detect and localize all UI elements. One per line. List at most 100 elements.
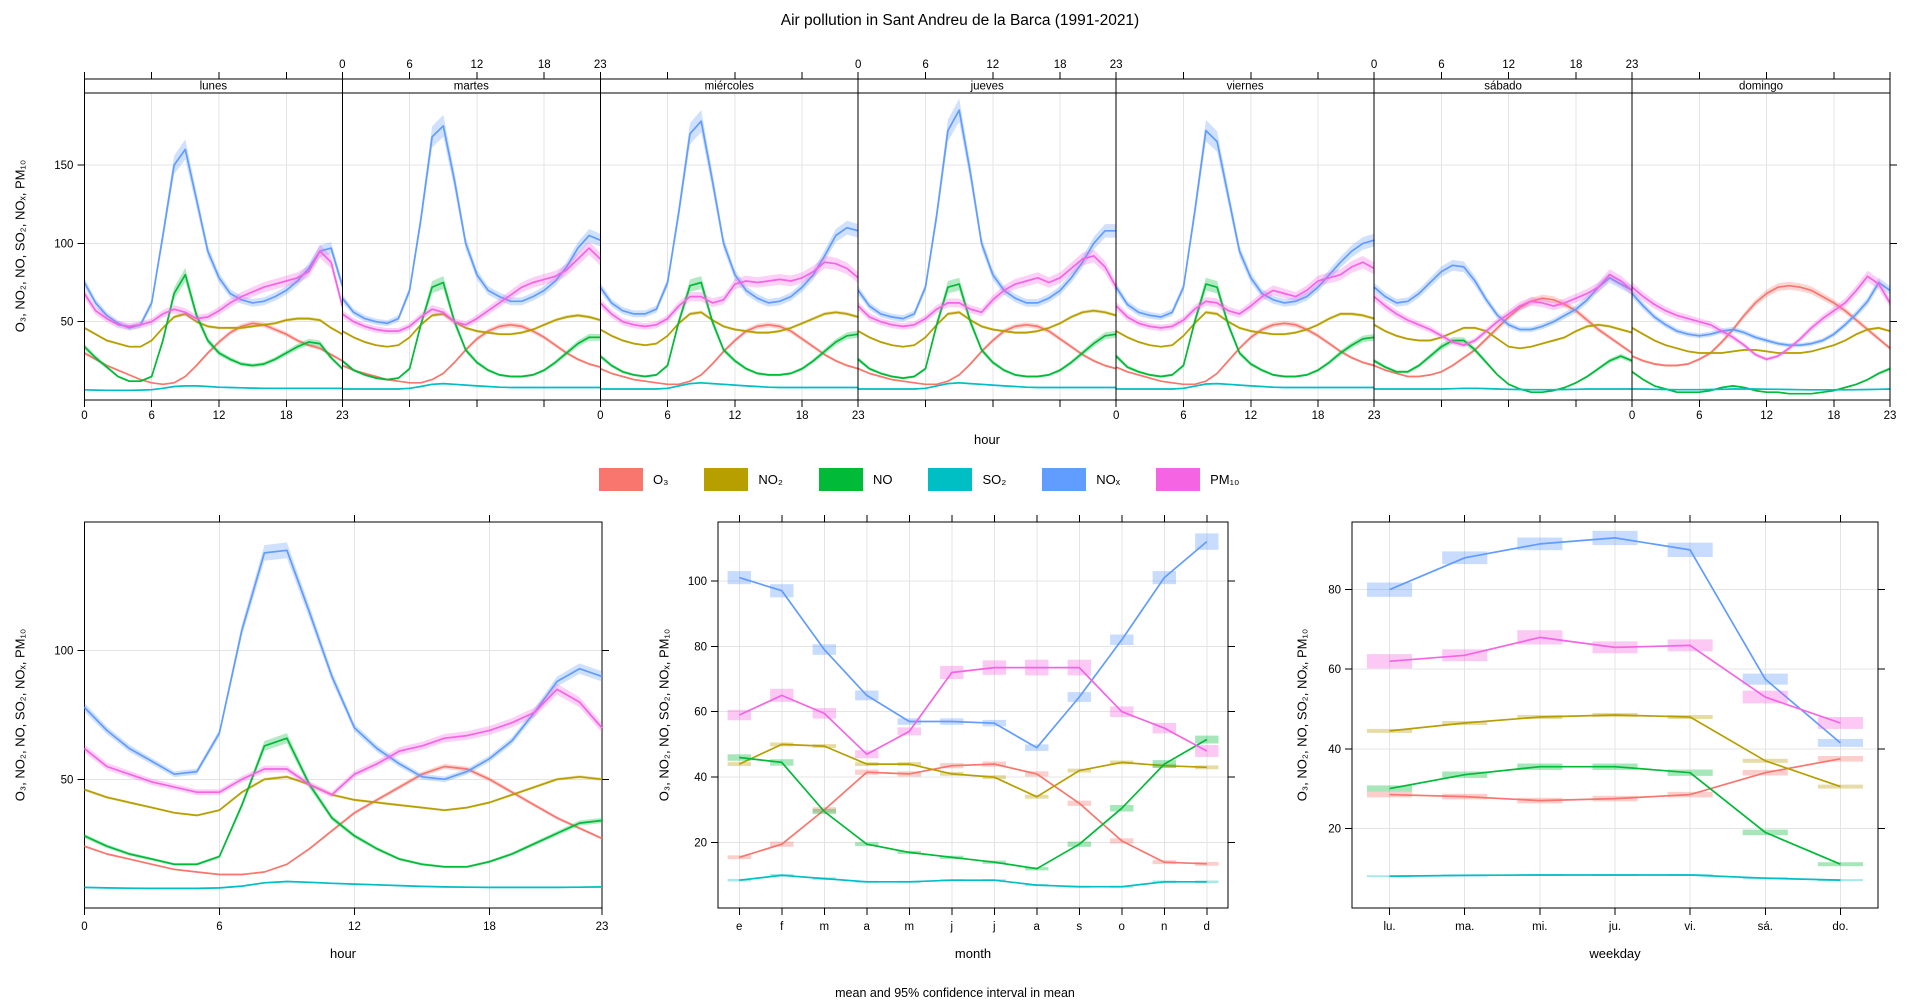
PM10-ci-band bbox=[1374, 269, 1633, 348]
NO-line bbox=[739, 738, 1208, 870]
no-swatch-icon bbox=[818, 468, 863, 491]
bottom-axis-label: 23 bbox=[336, 410, 349, 422]
bottom-axis-label: 23 bbox=[1368, 410, 1381, 422]
bottom-axis-label: 12 bbox=[1244, 410, 1257, 422]
NO-line bbox=[1115, 283, 1375, 378]
top-axis-label: 23 bbox=[594, 59, 607, 71]
PM10-line bbox=[83, 688, 603, 796]
y-tick-label: 20 bbox=[694, 838, 707, 850]
PM10-line bbox=[738, 666, 1208, 756]
y-tick-label: 60 bbox=[1328, 664, 1341, 676]
NO-line bbox=[84, 737, 603, 868]
NOx-line bbox=[1389, 537, 1841, 744]
PM10-line bbox=[599, 261, 859, 328]
legend-item-nox: NOₓ bbox=[1042, 468, 1120, 491]
PM10-ci-block bbox=[727, 709, 751, 721]
y-tick-label: 150 bbox=[54, 160, 73, 172]
bottom-axis-label: 18 bbox=[1828, 410, 1841, 422]
PM10-line bbox=[1389, 636, 1841, 724]
weekday-x-axis-title: weekday bbox=[1589, 946, 1641, 961]
NO-ci-band bbox=[84, 733, 602, 869]
bottom-axis-label: 23 bbox=[1884, 410, 1897, 422]
no2-swatch-icon bbox=[704, 468, 749, 491]
O3-line bbox=[739, 763, 1207, 865]
bottom-axis-label: 0 bbox=[597, 410, 603, 422]
NO-line bbox=[1389, 765, 1841, 865]
top-axis-label: 12 bbox=[986, 59, 999, 71]
top-axis-label: 23 bbox=[1626, 59, 1639, 71]
y-tick-label: 50 bbox=[61, 317, 74, 329]
top-x-axis-title: hour bbox=[973, 432, 1001, 447]
SO2-line bbox=[342, 382, 601, 390]
NO2-ci-band bbox=[84, 312, 343, 348]
x-tick-label: m bbox=[904, 921, 914, 933]
x-tick-label: vi. bbox=[1684, 921, 1696, 933]
NO-line bbox=[599, 281, 859, 378]
top-axis-label: 23 bbox=[1110, 59, 1123, 71]
x-tick-label: sá. bbox=[1758, 921, 1773, 933]
SO2-line bbox=[1389, 874, 1841, 881]
O3-line bbox=[599, 323, 859, 386]
o3-swatch-icon bbox=[599, 468, 643, 491]
SO2-line bbox=[1374, 387, 1633, 391]
x-tick-label: n bbox=[1161, 921, 1167, 933]
O3-line bbox=[857, 323, 1117, 386]
NO-line bbox=[341, 281, 601, 381]
NOx-line bbox=[857, 109, 1117, 320]
legend-item-no2: NO₂ bbox=[704, 468, 783, 491]
NOx-line bbox=[83, 148, 344, 329]
y-tick-label: 20 bbox=[1328, 823, 1341, 835]
panel-border bbox=[83, 521, 603, 909]
x-tick-label: 0 bbox=[81, 921, 87, 933]
month-y-axis-label: O₃, NO₂, NO, SO₂, NOₓ, PM₁₀ bbox=[656, 628, 672, 802]
bottom-axis-label: 12 bbox=[213, 410, 226, 422]
weekday-y-axis-label: O₃, NO₂, NO, SO₂, NOₓ, PM₁₀ bbox=[1294, 628, 1310, 802]
hour-x-axis-title: hour bbox=[329, 946, 357, 961]
x-tick-label: ma. bbox=[1455, 921, 1474, 933]
O3-ci-band bbox=[84, 320, 343, 385]
NOx-line bbox=[739, 540, 1208, 749]
NO-line bbox=[857, 283, 1117, 379]
NO2-line bbox=[341, 313, 601, 348]
bottom-axis-label: 0 bbox=[1113, 410, 1119, 422]
NO2-line bbox=[1389, 714, 1841, 788]
legend-label-o3: O₃ bbox=[653, 472, 669, 487]
x-tick-label: j bbox=[992, 921, 996, 933]
legend-item-no: NO bbox=[818, 468, 893, 491]
NOx-ci-block bbox=[1817, 738, 1863, 747]
NOx-ci-band bbox=[1116, 119, 1375, 321]
NO-line bbox=[1373, 339, 1633, 394]
facet-strip-label: sábado bbox=[1484, 81, 1522, 93]
top-axis-label: 18 bbox=[1054, 59, 1067, 71]
bottom-axis-label: 6 bbox=[148, 410, 154, 422]
PM10-line bbox=[1373, 273, 1633, 347]
NO-ci-block bbox=[1817, 862, 1863, 867]
y-tick-label: 80 bbox=[694, 641, 707, 653]
NO2-line bbox=[83, 313, 343, 348]
SO2-line bbox=[1632, 388, 1891, 391]
legend-item-so2: SO₂ bbox=[928, 468, 1006, 491]
legend-item-pm10: PM₁₀ bbox=[1156, 468, 1239, 491]
y-tick-label: 100 bbox=[54, 238, 73, 250]
bottom-axis-label: 12 bbox=[1760, 410, 1773, 422]
y-tick-label: 60 bbox=[694, 707, 707, 719]
legend: O₃ NO₂ NO SO₂ NOₓ PM₁₀ bbox=[599, 468, 1275, 491]
PM10-line bbox=[83, 250, 344, 328]
bottom-axis-label: 18 bbox=[796, 410, 809, 422]
NO2-line bbox=[857, 309, 1117, 348]
x-tick-label: 18 bbox=[483, 921, 496, 933]
O3-line bbox=[83, 322, 343, 386]
x-tick-label: 12 bbox=[348, 921, 361, 933]
NO2-ci-block bbox=[1367, 728, 1413, 733]
NOx-ci-band bbox=[342, 114, 601, 327]
NOx-line bbox=[1373, 264, 1633, 331]
legend-label-no: NO bbox=[872, 472, 893, 487]
top-figure-border bbox=[83, 92, 1891, 401]
x-tick-label: 6 bbox=[216, 921, 222, 933]
facet-strip-label: viernes bbox=[1227, 81, 1264, 93]
PM10-line bbox=[857, 255, 1117, 328]
top-axis-label: 12 bbox=[471, 59, 484, 71]
x-tick-label: s bbox=[1076, 921, 1082, 933]
